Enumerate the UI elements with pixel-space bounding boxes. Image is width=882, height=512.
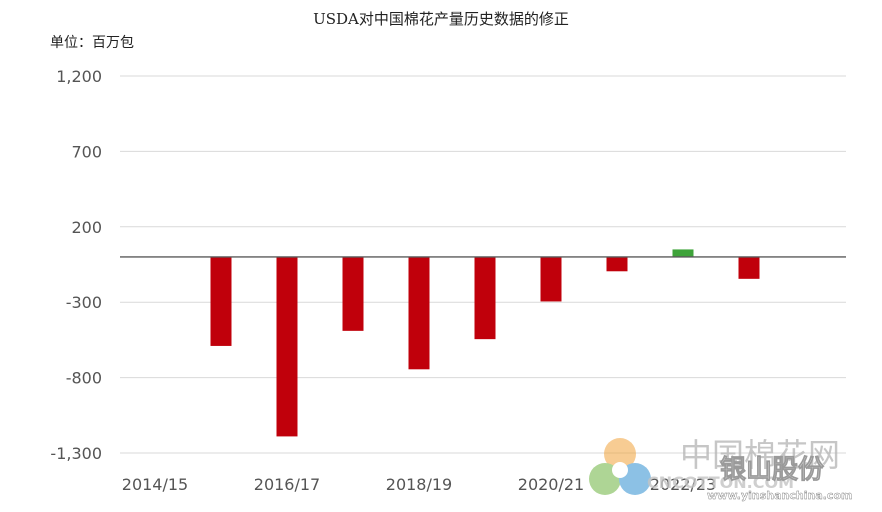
bars	[210, 249, 760, 437]
bar-2018-19	[408, 256, 430, 370]
bar-2016-17	[276, 256, 298, 437]
bar-2021-22	[606, 256, 628, 272]
watermark-cn-text: 中国棉花网	[680, 436, 840, 474]
bar-2015-16	[210, 256, 232, 346]
x-tick-label: 2014/15	[122, 475, 188, 494]
y-tick-label: 200	[71, 218, 102, 237]
x-axis-ticks: 2014/15 2016/17 2018/19 2020/21 2022/23	[122, 475, 716, 494]
y-tick-label: -300	[66, 293, 102, 312]
chart-title: USDA对中国棉花产量历史数据的修正	[313, 10, 569, 28]
unit-label: 单位：百万包	[50, 35, 134, 51]
bar-2023-24	[738, 256, 760, 279]
x-tick-label: 2016/17	[254, 475, 320, 494]
y-axis-ticks: 1,200 700 200 -300 -800 -1,300	[50, 67, 102, 463]
bar-2017-18	[342, 256, 364, 331]
bar-2019-20	[474, 256, 496, 340]
watermark-url-text: www.yinshanchina.com	[707, 489, 852, 502]
x-tick-label: 2020/21	[518, 475, 584, 494]
watermark-logo: 中国棉花网 CNCOTTON.COM 银山股份 www.yinshanchina…	[589, 436, 853, 502]
grid-lines	[120, 75, 846, 454]
cotton-logo-icon	[589, 438, 651, 495]
watermark-en-text: CNCOTTON.COM	[647, 473, 794, 492]
x-tick-label: 2018/19	[386, 475, 452, 494]
y-tick-label: -1,300	[50, 444, 102, 463]
bar-2022-23	[672, 249, 694, 257]
x-tick-label: 2022/23	[650, 475, 716, 494]
bar-2020-21	[540, 256, 562, 302]
y-tick-label: 1,200	[56, 67, 102, 86]
y-tick-label: -800	[66, 369, 102, 388]
y-tick-label: 700	[71, 142, 102, 161]
watermark-brand-text: 银山股份	[720, 455, 824, 485]
